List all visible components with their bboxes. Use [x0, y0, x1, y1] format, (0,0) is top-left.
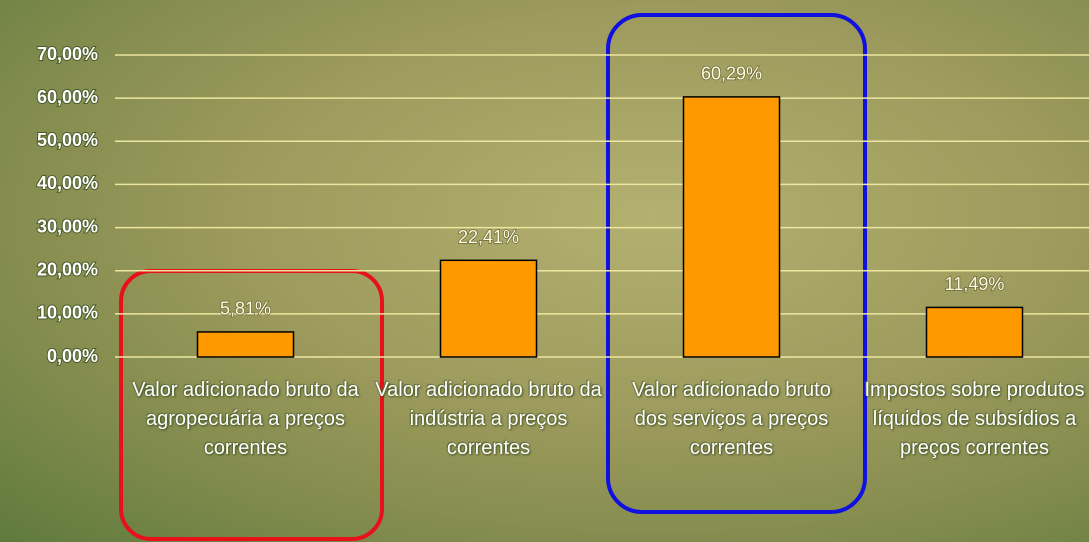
page: 0,00% 10,00% 20,00% 30,00% 40,00% 50,00% 60,00… — [0, 0, 1089, 542]
x-tick-label: Valor adicionado bruto da indústria a pr… — [375, 376, 603, 463]
value-label: 5,81% — [220, 299, 271, 319]
y-tick-label: 50,00% — [37, 130, 98, 150]
bar — [684, 97, 780, 357]
y-tick-label: 20,00% — [37, 259, 98, 279]
y-tick-label: 60,00% — [37, 87, 98, 107]
y-tick-label: 30,00% — [37, 216, 98, 236]
bar — [927, 307, 1023, 357]
value-label: 11,49% — [945, 274, 1005, 294]
y-tick-label: 0,00% — [47, 346, 98, 366]
x-tick-label: Valor adicionado bruto da agropecuária a… — [132, 376, 360, 463]
value-label: 60,29% — [701, 64, 762, 84]
x-tick-label: Valor adicionado bruto dos serviços a pr… — [618, 376, 846, 463]
value-label: 22,41% — [458, 227, 519, 247]
bar — [441, 260, 537, 357]
y-tick-label: 10,00% — [37, 303, 98, 323]
y-tick-label: 40,00% — [37, 173, 98, 193]
bar — [198, 332, 294, 357]
x-tick-label: Impostos sobre produtos líquidos de subs… — [861, 376, 1089, 463]
y-tick-label: 70,00% — [37, 44, 98, 64]
